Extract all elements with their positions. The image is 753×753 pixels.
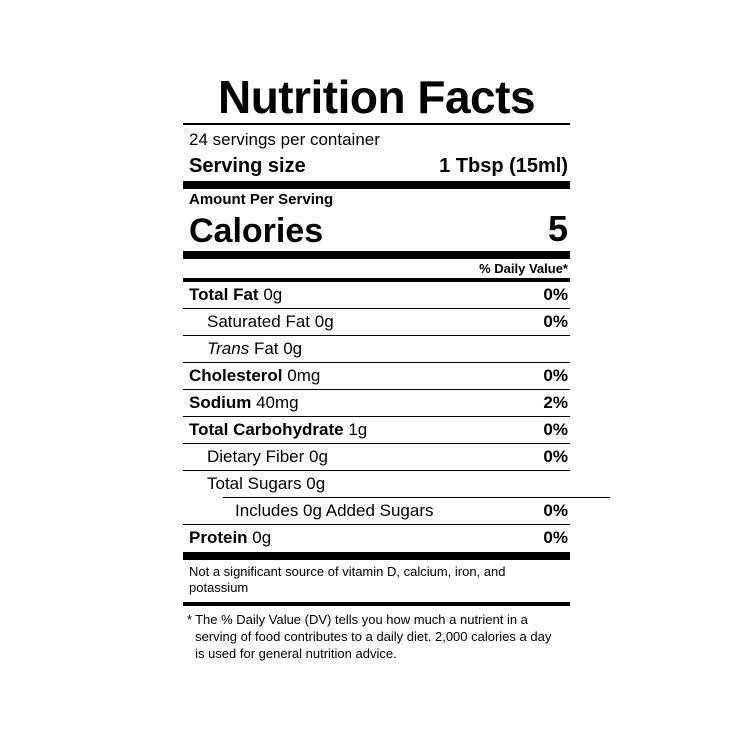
divider-row	[183, 361, 570, 363]
page-title: Nutrition Facts	[217, 71, 536, 123]
nutrient-percent: 0%	[543, 447, 568, 467]
nutrient-row: Total Sugars 0g	[183, 471, 570, 497]
divider-under-title	[183, 122, 570, 125]
nutrient-name: Includes 0g Added Sugars	[235, 500, 433, 522]
divider-row-inset	[223, 497, 610, 499]
divider-row	[183, 388, 570, 390]
nutrient-name-text: Dietary Fiber	[207, 447, 305, 467]
nutrient-name: Protein 0g	[189, 527, 271, 549]
nutrient-row: Trans Fat 0g	[183, 336, 570, 362]
serving-size-label: Serving size	[189, 154, 306, 177]
nutrient-amount: 0g	[306, 474, 326, 494]
nutrient-row: Total Carbohydrate 1g 0%	[183, 417, 570, 443]
nutrient-amount: 0g	[252, 528, 272, 548]
calories-label: Calories	[189, 211, 324, 250]
nutrient-row: Cholesterol 0mg 0%	[183, 363, 570, 389]
serving-size-row: Serving size 1 Tbsp (15ml)	[183, 154, 570, 181]
nutrient-name-text: Total Carbohydrate	[189, 420, 344, 440]
nutrient-name-text: Sodium	[189, 392, 252, 412]
nutrient-percent: 0%	[543, 420, 568, 440]
nutrient-name-text: Trans	[207, 338, 250, 358]
nutrient-name-text: Includes 0g Added Sugars	[235, 501, 434, 521]
footnote-daily-value-text: The % Daily Value (DV) tells you how muc…	[195, 611, 552, 662]
footnote-asterisk: *	[187, 611, 193, 627]
nutrient-amount: 1g	[348, 420, 368, 440]
daily-value-header: % Daily Value*	[479, 260, 568, 276]
divider-row	[183, 334, 570, 336]
nutrient-name: Sodium 40mg	[189, 392, 299, 414]
nutrient-amount: 0g	[263, 284, 283, 304]
nutrient-name-text: Total Fat	[189, 284, 259, 304]
nutrient-row: Includes 0g Added Sugars 0%	[183, 498, 570, 524]
nutrient-percent: 0%	[543, 501, 568, 521]
divider-above-total-fat	[183, 277, 570, 282]
divider-row	[183, 443, 570, 445]
nutrition-facts-label: Nutrition Facts 24 servings per containe…	[183, 71, 610, 667]
nutrient-amount: 0mg	[287, 365, 321, 385]
divider-thick-after-serving-size	[183, 180, 570, 189]
nutrient-amount: 0g	[314, 311, 334, 331]
nutrient-name: Cholesterol 0mg	[189, 365, 320, 387]
calories-value: 5	[547, 208, 568, 250]
nutrient-name: Total Fat 0g	[189, 284, 282, 306]
nutrient-row: Sodium 40mg 2%	[183, 390, 570, 416]
nutrient-percent: 2%	[543, 392, 568, 412]
nutrient-amount: 0g	[309, 447, 328, 467]
footnote-daily-value: * The % Daily Value (DV) tells you how m…	[183, 606, 570, 667]
nutrient-percent: 0%	[543, 365, 568, 385]
nutrient-percent: 0%	[543, 311, 568, 331]
nutrient-row: Protein 0g 0%	[183, 525, 570, 551]
nutrient-row: Dietary Fiber 0g 0%	[183, 444, 570, 470]
serving-size-value: 1 Tbsp (15ml)	[439, 154, 568, 177]
servings-per-container: 24 servings per container	[189, 129, 380, 149]
nutrient-name: Trans Fat 0g	[207, 338, 302, 360]
nutrient-name-text: Cholesterol	[189, 365, 283, 385]
nutrient-name-text: Saturated Fat	[207, 311, 311, 331]
nutrient-row: Saturated Fat 0g 0%	[183, 309, 570, 335]
nutrient-percent: 0%	[543, 528, 568, 548]
nutrient-name: Total Carbohydrate 1g	[189, 419, 367, 441]
calories-row: Calories 5	[183, 208, 570, 250]
nutrient-amount: Fat 0g	[253, 338, 303, 358]
nutrient-row: Total Fat 0g 0%	[183, 282, 570, 308]
divider-row	[183, 416, 570, 418]
amount-per-serving-label: Amount Per Serving	[189, 190, 334, 208]
nutrient-percent: 0%	[543, 284, 568, 304]
nutrient-name-text: Total Sugars	[207, 474, 302, 494]
divider-thick-after-protein	[183, 551, 570, 560]
footnote-minerals: Not a significant source of vitamin D, c…	[189, 563, 506, 596]
nutrient-name: Dietary Fiber 0g	[207, 446, 328, 468]
divider-row	[183, 470, 570, 472]
nutrient-name-text: Protein	[189, 528, 248, 548]
divider-row	[183, 307, 570, 309]
nutrient-name: Saturated Fat 0g	[207, 311, 334, 333]
divider-thick-after-calories	[183, 250, 570, 259]
divider-row	[183, 524, 570, 526]
divider-between-footnotes	[183, 601, 570, 606]
nutrient-amount: 40mg	[256, 392, 299, 412]
nutrient-name: Total Sugars 0g	[207, 473, 325, 495]
